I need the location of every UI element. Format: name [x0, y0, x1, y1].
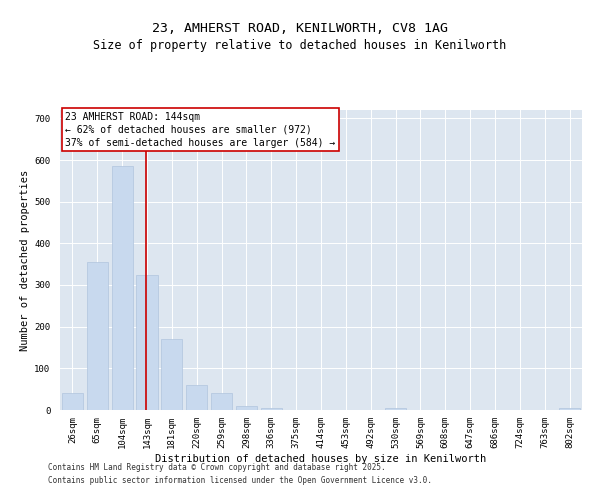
Bar [87, 262, 108, 410]
Bar [62, 394, 83, 410]
Bar [261, 408, 282, 410]
Text: 23 AMHERST ROAD: 144sqm
← 62% of detached houses are smaller (972)
37% of semi-d: 23 AMHERST ROAD: 144sqm ← 62% of detache… [65, 112, 335, 148]
Text: Size of property relative to detached houses in Kenilworth: Size of property relative to detached ho… [94, 38, 506, 52]
Bar [385, 408, 406, 410]
X-axis label: Distribution of detached houses by size in Kenilworth: Distribution of detached houses by size … [155, 454, 487, 464]
Text: Contains HM Land Registry data © Crown copyright and database right 2025.: Contains HM Land Registry data © Crown c… [48, 464, 386, 472]
Bar [136, 274, 158, 410]
Bar [236, 406, 257, 410]
Bar [211, 394, 232, 410]
Bar [161, 339, 182, 410]
Bar [112, 166, 133, 410]
Text: Contains public sector information licensed under the Open Government Licence v3: Contains public sector information licen… [48, 476, 432, 485]
Bar [186, 385, 207, 410]
Text: 23, AMHERST ROAD, KENILWORTH, CV8 1AG: 23, AMHERST ROAD, KENILWORTH, CV8 1AG [152, 22, 448, 36]
Bar [559, 408, 580, 410]
Y-axis label: Number of detached properties: Number of detached properties [20, 170, 30, 350]
